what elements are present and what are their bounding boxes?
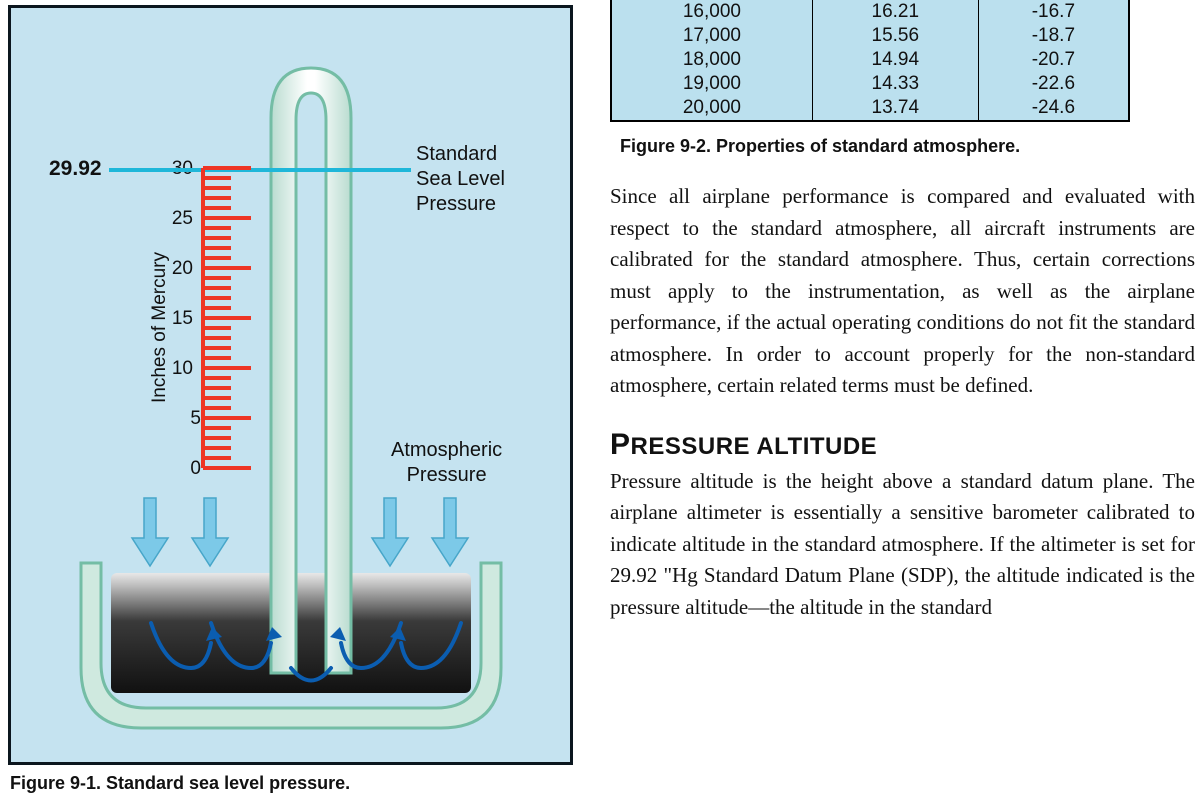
table-cell: 16,000 — [612, 0, 812, 24]
table-cell: 16.21 — [812, 0, 978, 24]
heading-rest: RESSURE ALTITUDE — [631, 433, 878, 460]
table-cell: 17,000 — [612, 24, 812, 48]
table-cell: 14.33 — [812, 72, 978, 96]
figure-9-1-caption: Figure 9-1. Standard sea level pressure. — [10, 773, 580, 794]
table-cell: -22.6 — [978, 72, 1128, 96]
pressure-arrows — [132, 498, 468, 566]
figure-9-2-caption: Figure 9-2. Properties of standard atmos… — [620, 136, 1195, 157]
table-cell: -24.6 — [978, 96, 1128, 120]
table-cell: -18.7 — [978, 24, 1128, 48]
table-cell: 15.56 — [812, 24, 978, 48]
paragraph-2: Pressure altitude is the height above a … — [610, 466, 1195, 624]
table-row: 19,00014.33-22.6 — [612, 72, 1128, 96]
table-row: 17,00015.56-18.7 — [612, 24, 1128, 48]
section-heading-pressure-altitude: PRESSURE ALTITUDE — [610, 428, 1195, 462]
table-cell: 19,000 — [612, 72, 812, 96]
paragraph-1: Since all airplane performance is compar… — [610, 181, 1195, 402]
barometer-diagram-svg — [11, 8, 576, 768]
table-row: 16,00016.21-16.7 — [612, 0, 1128, 24]
heading-first-letter: P — [610, 428, 631, 461]
figure-9-2-table: 16,00016.21-16.717,00015.56-18.718,00014… — [610, 0, 1130, 122]
table-row: 18,00014.94-20.7 — [612, 48, 1128, 72]
table-row: 20,00013.74-24.6 — [612, 96, 1128, 120]
table-cell: -20.7 — [978, 48, 1128, 72]
table-cell: -16.7 — [978, 0, 1128, 24]
table-cell: 14.94 — [812, 48, 978, 72]
table-cell: 18,000 — [612, 48, 812, 72]
scale-ticks — [203, 168, 251, 468]
table-cell: 13.74 — [812, 96, 978, 120]
table-cell: 20,000 — [612, 96, 812, 120]
figure-9-1: 29.92 30 25 20 15 10 5 0 Inches of Mercu… — [8, 5, 573, 765]
